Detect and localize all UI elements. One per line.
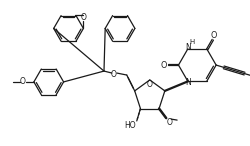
Text: O: O: [80, 13, 86, 22]
Text: H: H: [188, 39, 194, 45]
Text: O: O: [210, 31, 216, 40]
Text: O: O: [110, 69, 116, 79]
Text: HO: HO: [124, 121, 135, 130]
Text: O: O: [146, 80, 152, 89]
Text: O: O: [20, 77, 26, 86]
Text: N: N: [184, 43, 190, 52]
Text: N: N: [184, 78, 190, 87]
Text: O: O: [166, 118, 172, 127]
Text: O: O: [160, 61, 166, 70]
